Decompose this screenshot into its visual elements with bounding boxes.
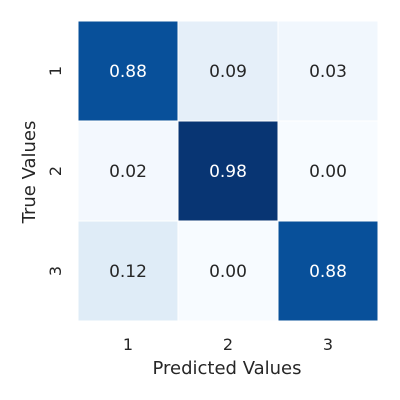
heatmap-cell	[177, 20, 279, 122]
heatmap-cell	[277, 20, 379, 122]
heatmap-cells: 0.88 0.09 0.03 0.02 0.98 0.00 0.12 0.00 0.88	[77, 20, 379, 322]
heatmap-cell	[77, 220, 179, 322]
cell-value-label: 0.00	[309, 162, 347, 182]
heatmap-cell	[177, 220, 279, 322]
heatmap-cell	[277, 220, 379, 322]
y-tick-label: 2	[46, 166, 65, 176]
x-tick-label: 3	[323, 335, 333, 354]
x-tick-label: 2	[223, 335, 233, 354]
heatmap-cell	[177, 120, 279, 222]
cell-value-label: 0.98	[209, 162, 247, 182]
cell-value-label: 0.00	[209, 262, 247, 282]
y-tick-labels: 1 2 3	[46, 66, 65, 276]
cell-value-label: 0.88	[309, 262, 347, 282]
x-tick-labels: 1 2 3	[123, 335, 333, 354]
y-tick-label: 3	[46, 266, 65, 276]
x-tick-label: 1	[123, 335, 133, 354]
cell-value-label: 0.88	[109, 62, 147, 82]
heatmap-cell	[77, 20, 179, 122]
cell-value-label: 0.03	[309, 62, 347, 82]
cell-value-label: 0.12	[109, 262, 147, 282]
y-tick-label: 1	[46, 66, 65, 76]
y-axis-label: True Values	[19, 121, 40, 225]
cell-value-label: 0.02	[109, 162, 147, 182]
heatmap-cell	[277, 120, 379, 222]
heatmap-cell	[77, 120, 179, 222]
cell-value-label: 0.09	[209, 62, 247, 82]
x-axis-label: Predicted Values	[152, 358, 301, 379]
